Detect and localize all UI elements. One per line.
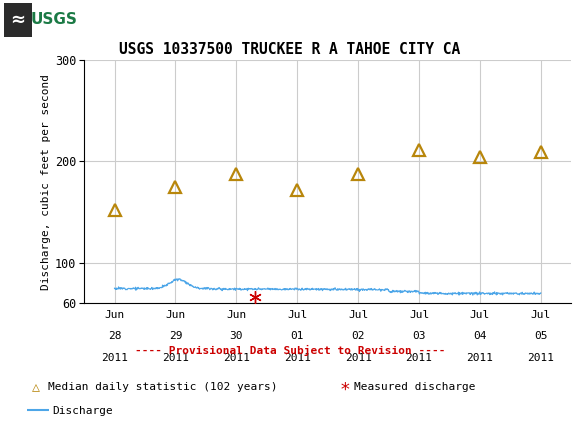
Text: 04: 04: [473, 331, 487, 341]
Text: Jul: Jul: [409, 310, 429, 319]
Text: Jun: Jun: [104, 310, 125, 319]
Text: 28: 28: [108, 331, 121, 341]
Text: △: △: [32, 381, 40, 393]
Text: 29: 29: [169, 331, 182, 341]
Text: USGS: USGS: [31, 12, 78, 28]
Text: 2011: 2011: [101, 353, 128, 362]
Text: 2011: 2011: [405, 353, 433, 362]
Text: 2011: 2011: [466, 353, 494, 362]
Text: 2011: 2011: [162, 353, 189, 362]
Text: Jun: Jun: [165, 310, 186, 319]
Text: Jul: Jul: [470, 310, 490, 319]
Text: USGS 10337500 TRUCKEE R A TAHOE CITY CA: USGS 10337500 TRUCKEE R A TAHOE CITY CA: [119, 42, 461, 57]
Text: Jul: Jul: [287, 310, 307, 319]
Text: 2011: 2011: [284, 353, 311, 362]
Text: 2011: 2011: [345, 353, 372, 362]
Text: 2011: 2011: [527, 353, 554, 362]
Text: ∗: ∗: [339, 378, 350, 396]
Text: Median daily statistic (102 years): Median daily statistic (102 years): [48, 382, 278, 392]
Text: 05: 05: [534, 331, 548, 341]
Text: Jul: Jul: [531, 310, 551, 319]
Text: 30: 30: [230, 331, 243, 341]
Y-axis label: Discharge, cubic feet per second: Discharge, cubic feet per second: [41, 74, 51, 290]
Text: Jun: Jun: [226, 310, 246, 319]
Text: 03: 03: [412, 331, 426, 341]
Text: 01: 01: [291, 331, 304, 341]
Text: ---- Provisional Data Subject to Revision ----: ---- Provisional Data Subject to Revisio…: [135, 345, 445, 356]
Text: Discharge: Discharge: [52, 405, 113, 416]
FancyBboxPatch shape: [4, 3, 76, 37]
Text: ≈: ≈: [10, 11, 26, 29]
FancyBboxPatch shape: [4, 3, 32, 37]
Text: 2011: 2011: [223, 353, 250, 362]
Text: Measured discharge: Measured discharge: [354, 382, 475, 392]
Text: 02: 02: [351, 331, 365, 341]
Text: Jul: Jul: [348, 310, 368, 319]
